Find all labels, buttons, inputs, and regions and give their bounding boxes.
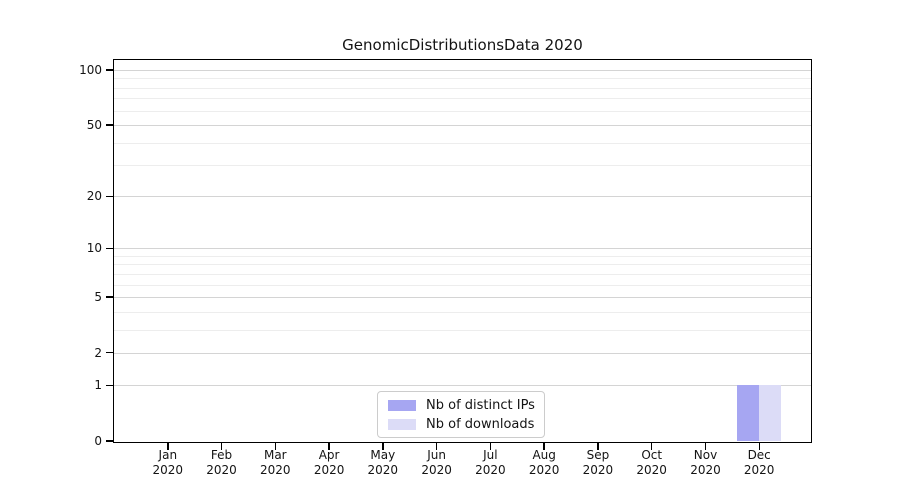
gridline-minor [114,329,811,331]
gridline-minor [114,311,811,313]
x-axis-tick-label: Sep 2020 [582,448,614,477]
gridline-minor [114,284,811,286]
x-axis-tick [650,443,653,450]
y-axis-tick-label: 10 [86,241,102,256]
x-axis-tick [597,443,599,450]
legend-swatch-downloads [388,418,416,430]
x-axis-tick-label: Jul 2020 [475,448,506,477]
x-axis-tick [274,443,277,450]
legend-swatch-distinct-ips [388,399,416,411]
gridline-major [114,297,811,298]
x-axis-tick-label: Mar 2020 [260,448,291,477]
x-axis-tick-label: Jun 2020 [421,448,452,477]
x-axis-tick [758,443,760,450]
legend-item-downloads: Nb of downloads [388,417,534,432]
x-axis-tick [489,443,492,450]
legend-label-downloads: Nb of downloads [426,416,535,432]
x-axis-tick-label: Dec 2020 [743,448,775,477]
legend: Nb of distinct IPs Nb of downloads [377,391,545,438]
y-axis-tick [106,124,113,126]
legend-label-distinct-ips: Nb of distinct IPs [426,397,535,413]
y-axis-tick-label: 1 [94,378,102,393]
y-axis-tick [106,296,113,298]
y-axis-tick-label: 5 [94,290,102,304]
bar-nb-of-distinct-ips [737,385,760,441]
x-axis-tick [220,443,223,450]
y-axis-tick [106,195,113,197]
y-axis-tick-label: 20 [86,189,102,204]
chart-title: GenomicDistributionsData 2020 [342,36,583,54]
x-axis-tick [704,443,707,450]
gridline-major [114,248,811,250]
gridline-minor [114,264,811,266]
gridline-minor [114,273,811,275]
x-axis-tick-label: May 2020 [367,448,399,477]
x-axis-tick [167,443,169,450]
gridline-minor [114,255,811,257]
y-axis-tick [106,351,113,354]
gridline-minor [114,164,811,166]
gridline-major [114,70,811,71]
gridline-minor [114,110,811,112]
x-axis-tick [328,443,330,450]
gridline-minor [114,78,811,80]
gridline-major [114,385,811,387]
gridline-major [114,352,811,354]
x-axis-tick-label: Feb 2020 [206,448,237,477]
y-axis-tick [106,440,113,442]
x-axis-tick-label: Oct 2020 [636,448,667,477]
x-axis-tick [435,443,438,450]
x-axis-tick-label: Nov 2020 [690,448,721,477]
y-axis-tick [106,69,113,71]
legend-item-distinct-ips: Nb of distinct IPs [388,397,535,413]
x-axis-tick-label: Apr 2020 [313,448,345,477]
x-axis-tick [543,443,545,450]
y-axis-tick-label: 50 [86,117,102,132]
plot-area: Nb of distinct IPs Nb of downloads 0 1 2 5 1… [79,59,812,477]
gridline-major [114,124,811,126]
x-axis-tick [382,443,384,450]
gridline-minor [114,142,811,144]
bar-nb-of-downloads [759,385,782,441]
y-axis-tick-label: 0 [94,434,102,448]
gridline-major [114,196,811,198]
y-axis-tick-label: 100 [79,63,102,77]
gridline-minor [114,87,811,89]
y-axis-tick-label: 2 [94,345,102,360]
y-axis-tick [106,384,113,386]
x-axis-tick-label: Aug 2020 [528,448,560,477]
x-axis-tick-label: Jan 2020 [152,448,184,477]
y-axis-tick [106,247,113,249]
gridline-minor [114,98,811,100]
